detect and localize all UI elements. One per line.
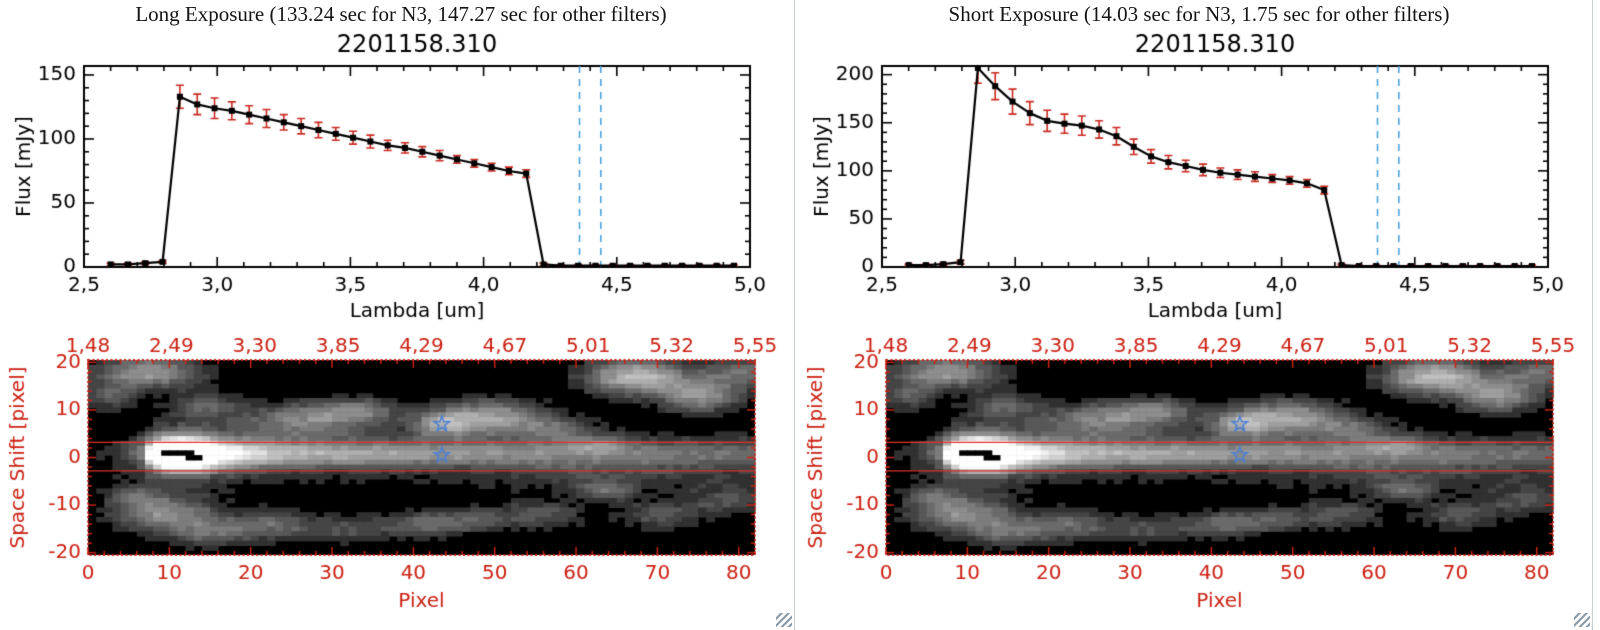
- panel-title-long-exposure: Long Exposure (133.24 sec for N3, 147.27…: [135, 2, 667, 26]
- short-exposure-panel: Short Exposure (14.03 sec for N3, 1.75 s…: [806, 0, 1593, 630]
- flux-spectrum-chart-long: [8, 26, 794, 326]
- long-exposure-panel: Long Exposure (133.24 sec for N3, 147.27…: [8, 0, 795, 630]
- spectral-2d-image-long: [8, 326, 794, 630]
- resize-grip[interactable]: [1574, 613, 1590, 627]
- panel-title-short-exposure: Short Exposure (14.03 sec for N3, 1.75 s…: [948, 2, 1450, 26]
- resize-grip[interactable]: [776, 613, 792, 627]
- spectral-2d-image-short: [806, 326, 1592, 630]
- flux-spectrum-chart-short: [806, 26, 1592, 326]
